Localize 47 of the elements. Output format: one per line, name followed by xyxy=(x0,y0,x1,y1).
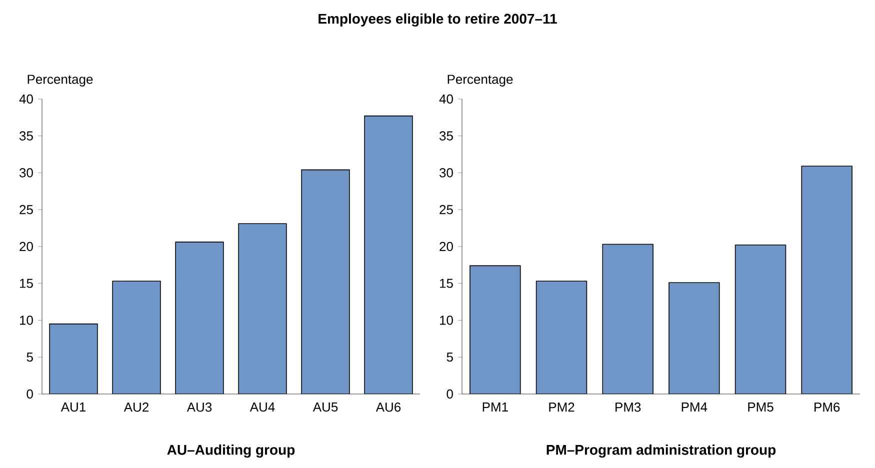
y-tick-label: 0 xyxy=(26,389,33,399)
bar xyxy=(301,169,350,394)
y-tick-label: 30 xyxy=(440,168,453,178)
bar xyxy=(49,324,98,394)
y-axis-title: Percentage xyxy=(448,74,513,86)
y-tick-label: 40 xyxy=(439,94,453,104)
y-tick-label: 5 xyxy=(446,352,453,362)
x-tick-label: PM5 xyxy=(748,402,774,412)
y-tick-label: 20 xyxy=(440,242,453,252)
bar xyxy=(175,242,224,394)
x-tick-label: AU1 xyxy=(60,402,86,412)
bar xyxy=(801,166,852,394)
x-axis-title: PM–Program administration group xyxy=(546,444,776,458)
x-tick-label: AU5 xyxy=(312,402,338,412)
x-axis-title: AU–Auditing group xyxy=(167,444,295,458)
x-tick-label: PM6 xyxy=(814,402,840,412)
bar xyxy=(668,282,720,394)
x-tick-label: AU6 xyxy=(376,402,401,412)
chart-title: Employees eligible to retire 2007–11 xyxy=(318,13,557,27)
bar xyxy=(238,223,287,394)
bar xyxy=(734,244,786,394)
x-tick-label: PM1 xyxy=(482,402,508,412)
y-tick-label: 30 xyxy=(20,168,33,178)
bar xyxy=(470,265,521,394)
bar xyxy=(602,244,654,394)
y-tick-label: 10 xyxy=(20,316,33,325)
y-tick-label: 0 xyxy=(446,389,453,399)
bar xyxy=(112,280,161,394)
y-tick-label: 35 xyxy=(440,131,453,140)
x-tick-label: PM2 xyxy=(549,402,574,412)
bar xyxy=(536,280,588,394)
y-tick-label: 15 xyxy=(20,278,33,288)
y-tick-label: 15 xyxy=(440,278,453,288)
y-tick-label: 40 xyxy=(19,94,33,104)
y-tick-label: 20 xyxy=(20,242,33,252)
y-tick-label: 25 xyxy=(440,205,453,214)
x-tick-label: AU2 xyxy=(124,402,148,412)
x-tick-label: PM4 xyxy=(682,402,708,412)
x-tick-label: AU4 xyxy=(250,402,275,412)
x-tick-label: PM3 xyxy=(616,402,641,412)
x-tick-label: AU3 xyxy=(186,402,212,412)
y-tick-label: 5 xyxy=(26,352,33,362)
y-tick-label: 10 xyxy=(440,316,453,325)
y-tick-label: 35 xyxy=(20,131,33,140)
bar xyxy=(364,116,413,394)
y-tick-label: 25 xyxy=(20,205,33,214)
y-axis-title: Percentage xyxy=(28,74,93,86)
